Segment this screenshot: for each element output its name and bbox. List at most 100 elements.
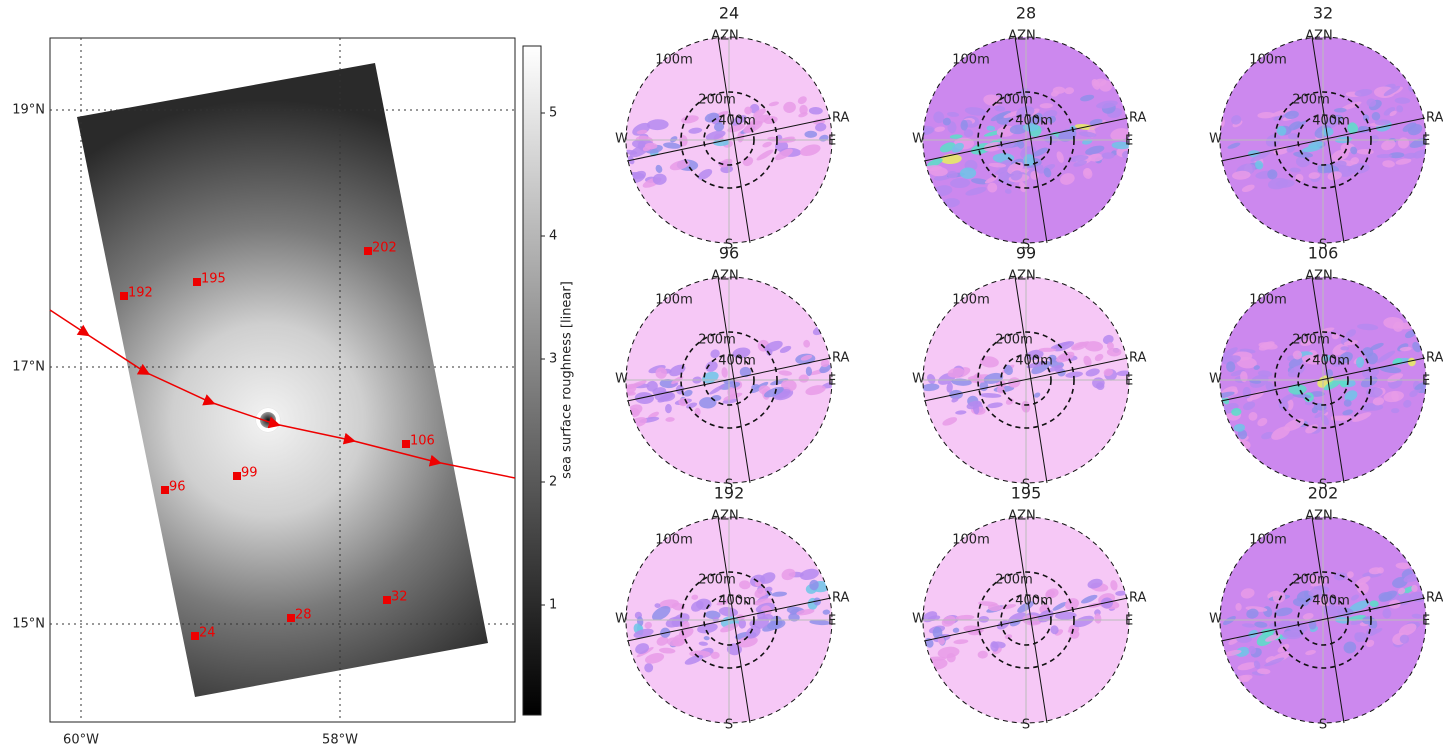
- label-100m: 100m: [655, 53, 692, 68]
- spectrum-blob: [803, 339, 811, 348]
- spectrum-blob: [1382, 608, 1392, 619]
- spectrum-blob: [932, 626, 943, 639]
- spectrum-blob: [721, 367, 728, 378]
- spectrum-blob: [1378, 592, 1393, 601]
- point-marker: [191, 632, 199, 640]
- label-400m: 400m: [1312, 114, 1349, 129]
- spectrum-blob: [1409, 390, 1418, 398]
- spectrum-blob: [1284, 110, 1299, 120]
- spectrum-blob: [923, 383, 940, 392]
- spectrum-blob: [987, 182, 998, 193]
- spectrum-blob: [1343, 399, 1352, 407]
- ring-400m: [1000, 114, 1052, 166]
- spectrum-blob: [1340, 346, 1350, 351]
- spectrum-blob: [1220, 347, 1238, 360]
- spectrum-blob: [1050, 341, 1071, 349]
- spectrum-blob: [626, 380, 647, 390]
- spectrum-blob: [764, 586, 773, 593]
- spectrum-blob: [1083, 355, 1092, 367]
- spectrum-blob: [963, 129, 974, 138]
- spectrum-blob: [632, 140, 647, 149]
- spectrum-blob: [1350, 146, 1358, 155]
- spectrum-blob: [1222, 616, 1236, 626]
- spectrum-blob: [967, 628, 982, 636]
- point-label: 192: [128, 286, 153, 301]
- spectrum-blob: [1019, 87, 1030, 98]
- spectrum-blob: [654, 603, 661, 608]
- panel-title: 202: [1308, 484, 1339, 503]
- spectrum-blob: [1329, 606, 1347, 618]
- spectrum-blob: [1369, 342, 1384, 351]
- spectrum-blob: [686, 402, 698, 409]
- spectrum-blob: [960, 119, 968, 131]
- spectrum-blob: [762, 141, 772, 148]
- spectrum-blob: [1392, 321, 1404, 332]
- label-400m: 400m: [718, 594, 755, 609]
- spectrum-blob: [691, 594, 699, 600]
- ring-200m: [680, 571, 778, 669]
- spectrum-blob: [698, 641, 708, 646]
- spectrum-blob: [1003, 364, 1013, 376]
- spectrum-blob: [1350, 157, 1360, 165]
- spectrum-blob: [665, 417, 675, 422]
- spectrum-blob: [727, 123, 745, 133]
- spectrum-blob: [1084, 341, 1104, 352]
- spectrum-blob: [1342, 409, 1354, 416]
- ring-200m: [1274, 331, 1372, 429]
- spectrum-blob: [1248, 412, 1258, 421]
- point-label: 24: [199, 626, 216, 641]
- spectrum-blob: [971, 178, 989, 185]
- polar-panel: 99 AZN 100m 200m 400m RA W E S: [912, 244, 1146, 493]
- spectrum-blob: [778, 370, 793, 376]
- spectrum-blob: [978, 601, 998, 607]
- spectrum-blob: [990, 641, 999, 652]
- spectrum-blob: [1301, 354, 1324, 365]
- point-label: 202: [372, 241, 397, 256]
- spectrum-blob: [1056, 351, 1075, 363]
- ring-400m: [1297, 594, 1349, 646]
- polar-panel: 195 AZN 100m 200m 400m RA W E S: [912, 484, 1146, 733]
- polar-panels: 24 AZN 100m 200m 400m RA W E S 28 AZN 100m 200m 400m R…: [615, 4, 1443, 733]
- spectrum-blob: [1372, 397, 1385, 406]
- label-range: RA: [1129, 591, 1147, 606]
- label-south: S: [725, 718, 733, 733]
- label-200m: 200m: [995, 333, 1032, 348]
- spectrum-blob: [1047, 365, 1063, 372]
- label-range: RA: [1426, 591, 1443, 606]
- spectrum-blob: [1226, 361, 1236, 373]
- spectrum-blob: [955, 410, 967, 415]
- spectrum-blob: [655, 367, 667, 379]
- spectrum-blob: [1004, 188, 1012, 194]
- spectrum-blob: [1253, 365, 1260, 370]
- spectrum-blob: [699, 397, 717, 409]
- point-marker: [287, 614, 295, 622]
- spectrum-blob: [1274, 607, 1293, 617]
- spectrum-blob: [1048, 354, 1057, 362]
- spectrum-blob: [1412, 341, 1422, 353]
- spectrum-blob: [739, 366, 752, 378]
- spectrum-blob: [1382, 160, 1395, 168]
- spectrum-blob: [1271, 426, 1291, 440]
- spectrum-blob: [1106, 347, 1122, 357]
- label-100m: 100m: [952, 293, 989, 308]
- label-range: RA: [1129, 351, 1147, 366]
- spectrum-blob: [1289, 167, 1301, 173]
- spectrum-blob: [1073, 160, 1087, 167]
- spectrum-blob: [1248, 645, 1257, 655]
- ring-200m: [680, 91, 778, 189]
- spectrum-blob: [979, 356, 999, 368]
- label-east: E: [1125, 374, 1133, 389]
- colorbar: [522, 45, 542, 716]
- spectrum-blob: [1370, 628, 1383, 635]
- label-west: W: [615, 372, 628, 387]
- label-range: RA: [1426, 111, 1443, 126]
- spectrum-blob: [1395, 158, 1412, 165]
- label-south: S: [725, 478, 733, 493]
- point-marker: [161, 486, 169, 494]
- spectrum-blob: [813, 597, 821, 606]
- spectrum-blob: [1237, 429, 1248, 440]
- spectrum-blob: [1085, 145, 1105, 155]
- ring-200m: [977, 331, 1075, 429]
- spectrum-blob: [1255, 160, 1264, 170]
- colorbar-label: sea surface roughness [linear]: [560, 281, 575, 479]
